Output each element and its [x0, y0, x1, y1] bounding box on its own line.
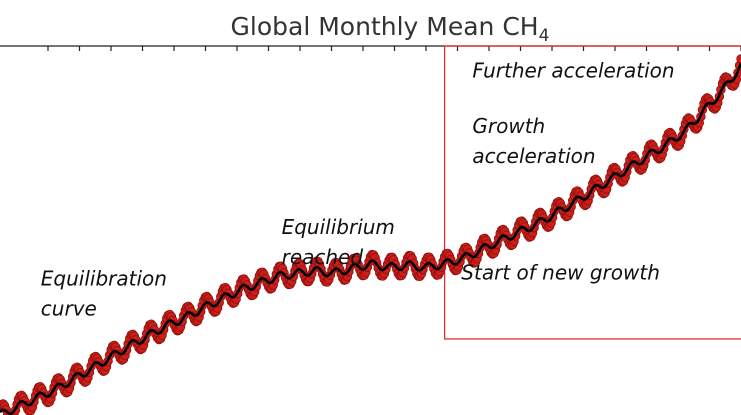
annotation-text: Further acceleration — [472, 58, 674, 82]
annotations: Further acceleration Growth acceleration Eq… — [41, 58, 675, 320]
annotation-line: acceleration — [472, 144, 595, 168]
axes — [0, 45, 741, 51]
trend-layer — [0, 62, 741, 415]
annotation-line: Equilibration — [41, 266, 167, 290]
chart-title: Global Monthly Mean CH4 — [231, 12, 550, 46]
highlight-region — [443, 45, 741, 340]
annotation-text: Equilibration curve — [41, 266, 167, 320]
annotation-line: reached — [282, 245, 364, 269]
annotation-text: Start of new growth — [461, 261, 660, 285]
trend-line — [0, 62, 741, 415]
highlight-box — [443, 45, 741, 340]
annotation-line: Start of new growth — [461, 261, 660, 285]
annotation-line: Equilibrium — [282, 215, 395, 239]
annotation-text: Growth acceleration — [472, 114, 595, 168]
annotation-line: Growth — [472, 114, 545, 138]
annotation-line: curve — [41, 296, 97, 320]
chart-title-text: Global Monthly Mean CH — [231, 12, 539, 41]
chart-title-subscript: 4 — [539, 26, 550, 46]
annotation-line: Further acceleration — [472, 58, 674, 82]
annotation-text: Equilibrium reached — [282, 215, 395, 269]
data-point — [736, 54, 741, 64]
